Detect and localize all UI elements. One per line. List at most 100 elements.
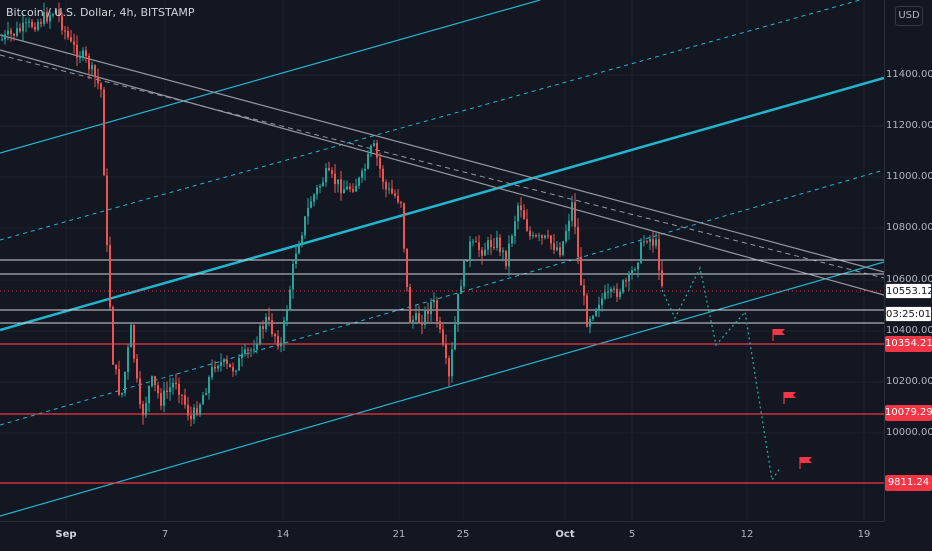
price-tick-label: 11000.00 <box>886 171 932 182</box>
candle-body <box>205 393 207 396</box>
candle-body <box>538 235 540 237</box>
candle-body <box>64 30 66 32</box>
candle-body <box>526 219 528 231</box>
candle-body <box>445 344 447 359</box>
candle-body <box>634 269 636 271</box>
candle-body <box>172 382 174 388</box>
candle-body <box>139 378 141 405</box>
candle-body <box>184 395 186 405</box>
price-tick-label: 10800.00 <box>886 222 932 233</box>
candle-body <box>28 21 30 23</box>
candle-body <box>544 235 546 238</box>
candle-body <box>337 179 339 185</box>
channel-lower-dashed-line <box>0 169 884 426</box>
candle-body <box>397 195 399 202</box>
candle-body <box>424 309 426 325</box>
candle-body <box>547 235 549 237</box>
candle-body <box>487 240 489 250</box>
candle-body <box>250 349 252 351</box>
wedge-dashed-line <box>0 54 884 279</box>
price-axis[interactable] <box>884 0 932 521</box>
candle-body <box>508 243 510 267</box>
time-tick-label: 5 <box>628 529 636 540</box>
candle-body <box>52 14 54 16</box>
candle-body <box>220 362 222 366</box>
currency-button[interactable]: USD <box>895 6 923 26</box>
candle-body <box>160 393 162 406</box>
candle-body <box>349 186 351 190</box>
symbol-title[interactable]: Bitcoin / U.S. Dollar, 4h, BITSTAMP <box>6 6 195 19</box>
channel-bottom-line <box>0 261 884 517</box>
current-price-tag: 10553.12 <box>885 283 932 299</box>
candle-body <box>559 247 561 256</box>
time-tick-label: Oct <box>555 529 575 540</box>
candle-body <box>103 89 105 176</box>
candle-body <box>574 202 576 227</box>
candle-body <box>307 207 309 217</box>
candle-body <box>289 289 291 311</box>
time-tick-label: 25 <box>456 529 470 540</box>
candle-body <box>325 168 327 183</box>
candle-body <box>637 262 639 270</box>
candle-body <box>358 177 360 186</box>
candle-body <box>652 239 654 246</box>
candle-body <box>226 359 228 364</box>
candle-body <box>439 321 441 330</box>
candle-body <box>244 349 246 354</box>
candle-body <box>457 293 459 325</box>
candle-body <box>106 175 108 246</box>
countdown-tag: 03:25:01 <box>885 306 932 322</box>
candle-body <box>163 390 165 406</box>
candle-body <box>319 185 321 188</box>
candle-body <box>46 12 48 22</box>
candle-body <box>118 369 120 395</box>
candle-body <box>187 404 189 416</box>
candle-body <box>178 384 180 395</box>
candle-body <box>7 30 9 35</box>
price-chart-canvas[interactable] <box>0 0 884 521</box>
candle-body <box>241 353 243 359</box>
candle-body <box>382 168 384 183</box>
candle-body <box>505 250 507 267</box>
candle-body <box>427 309 429 315</box>
candle-body <box>127 347 129 372</box>
candle-body <box>385 182 387 190</box>
candle-body <box>529 230 531 237</box>
candle-body <box>481 250 483 256</box>
price-tick-label: 11400.00 <box>886 69 932 80</box>
candle-body <box>31 21 33 27</box>
candle-body <box>364 168 366 171</box>
candle-body <box>535 235 537 237</box>
flag-icon <box>772 329 785 341</box>
time-axis[interactable]: Sep 7 14 21 25 Oct 5 12 19 <box>0 521 884 551</box>
wedge-upper-line <box>0 34 884 273</box>
candle-body <box>79 57 81 59</box>
candle-body <box>40 22 42 24</box>
candle-body <box>556 247 558 251</box>
candle-body <box>256 344 258 350</box>
candle-body <box>193 407 195 420</box>
candle-body <box>586 295 588 327</box>
candle-body <box>247 349 249 351</box>
time-tick-label: 12 <box>740 529 754 540</box>
candle-body <box>166 390 168 392</box>
candle-body <box>73 41 75 45</box>
time-tick-label: Sep <box>55 529 77 540</box>
candle-body <box>511 235 513 244</box>
candle-body <box>643 241 645 243</box>
candle-body <box>514 221 516 236</box>
candle-body <box>232 366 234 372</box>
candle-body <box>55 9 57 15</box>
candle-body <box>469 241 471 261</box>
candle-body <box>355 185 357 192</box>
candle-body <box>85 50 87 57</box>
candle-body <box>592 315 594 320</box>
projection-path <box>661 266 781 482</box>
candle-body <box>265 316 267 330</box>
candle-body <box>532 235 534 237</box>
candle-body <box>274 334 276 337</box>
candle-body <box>625 280 627 282</box>
candle-body <box>70 37 72 42</box>
candle-body <box>211 366 213 378</box>
candle-body <box>316 187 318 195</box>
